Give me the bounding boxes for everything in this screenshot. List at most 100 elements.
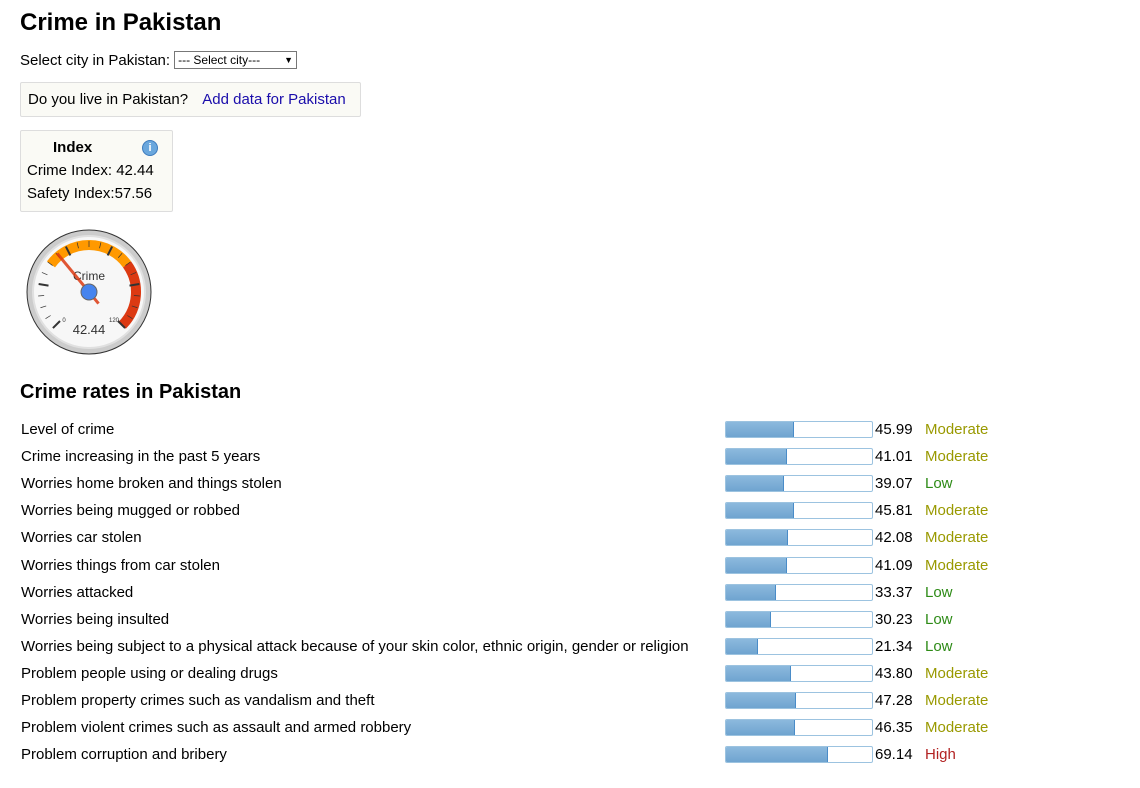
rate-label: Worries home broken and things stolen	[20, 470, 725, 497]
rate-level: Low	[925, 579, 988, 606]
table-row: Problem corruption and bribery 69.14 Hig…	[20, 741, 988, 768]
rate-level: Low	[925, 606, 988, 633]
rate-bar-fill	[726, 530, 788, 545]
crime-index-label: Crime Index:	[27, 162, 112, 179]
rate-value: 42.08	[873, 524, 925, 551]
rate-label: Problem property crimes such as vandalis…	[20, 687, 725, 714]
rate-bar	[725, 475, 873, 492]
rate-label: Crime increasing in the past 5 years	[20, 443, 725, 470]
rate-bar	[725, 502, 873, 519]
rate-value: 47.28	[873, 687, 925, 714]
rate-bar-fill	[726, 476, 784, 491]
rate-bar	[725, 557, 873, 574]
crime-index-value: 42.44	[116, 162, 154, 179]
table-row: Crime increasing in the past 5 years 41.…	[20, 443, 988, 470]
rate-value: 45.99	[873, 416, 925, 443]
add-data-link[interactable]: Add data for Pakistan	[202, 91, 345, 108]
table-row: Worries home broken and things stolen 39…	[20, 470, 988, 497]
city-select-label: Select city in Pakistan:	[20, 52, 170, 69]
city-select-value: --- Select city---	[178, 53, 260, 67]
rate-value: 21.34	[873, 633, 925, 660]
rate-bar	[725, 529, 873, 546]
rate-label: Worries being insulted	[20, 606, 725, 633]
table-row: Worries attacked 33.37 Low	[20, 579, 988, 606]
rate-level: High	[925, 741, 988, 768]
rate-bar-fill	[726, 666, 791, 681]
rate-value: 41.01	[873, 443, 925, 470]
rate-bar-fill	[726, 585, 776, 600]
rate-level: Moderate	[925, 416, 988, 443]
live-question: Do you live in Pakistan?	[28, 91, 188, 108]
table-row: Worries being insulted 30.23 Low	[20, 606, 988, 633]
rate-value: 33.37	[873, 579, 925, 606]
add-data-box: Do you live in Pakistan? Add data for Pa…	[20, 82, 361, 117]
index-heading: Index	[53, 136, 133, 159]
rate-label: Worries attacked	[20, 579, 725, 606]
table-row: Worries being mugged or robbed 45.81 Mod…	[20, 497, 988, 524]
rate-bar	[725, 421, 873, 438]
table-row: Worries things from car stolen 41.09 Mod…	[20, 551, 988, 578]
rate-bar-fill	[726, 503, 794, 518]
table-row: Level of crime 45.99 Moderate	[20, 416, 988, 443]
rate-level: Moderate	[925, 443, 988, 470]
rate-bar	[725, 665, 873, 682]
rate-label: Problem violent crimes such as assault a…	[20, 714, 725, 741]
rate-value: 45.81	[873, 497, 925, 524]
rate-bar	[725, 692, 873, 709]
rate-bar	[725, 719, 873, 736]
rate-level: Moderate	[925, 687, 988, 714]
rate-level: Moderate	[925, 551, 988, 578]
rate-label: Worries car stolen	[20, 524, 725, 551]
rate-label: Level of crime	[20, 416, 725, 443]
crime-rates-heading: Crime rates in Pakistan	[20, 381, 1120, 404]
rate-value: 30.23	[873, 606, 925, 633]
rate-level: Moderate	[925, 497, 988, 524]
rate-label: Worries being subject to a physical atta…	[20, 633, 725, 660]
rate-value: 41.09	[873, 551, 925, 578]
rate-bar-fill	[726, 720, 795, 735]
gauge-hub	[81, 284, 97, 300]
rate-level: Moderate	[925, 524, 988, 551]
rate-value: 46.35	[873, 714, 925, 741]
rate-bar-fill	[726, 558, 787, 573]
rate-label: Problem people using or dealing drugs	[20, 660, 725, 687]
rate-bar-fill	[726, 693, 796, 708]
safety-index-value: 57.56	[115, 185, 153, 202]
rate-bar-fill	[726, 449, 787, 464]
rate-level: Moderate	[925, 714, 988, 741]
gauge-label: Crime	[73, 269, 105, 283]
city-select[interactable]: --- Select city--- ▼	[174, 51, 297, 69]
rate-bar-fill	[726, 422, 794, 437]
table-row: Worries being subject to a physical atta…	[20, 633, 988, 660]
info-icon[interactable]: i	[142, 140, 158, 156]
rate-label: Problem corruption and bribery	[20, 741, 725, 768]
rate-bar	[725, 746, 873, 763]
rate-label: Worries things from car stolen	[20, 551, 725, 578]
rate-value: 43.80	[873, 660, 925, 687]
safety-index-label: Safety Index:	[27, 185, 115, 202]
table-row: Problem violent crimes such as assault a…	[20, 714, 988, 741]
gauge-max-label: 120	[109, 318, 120, 324]
rate-level: Low	[925, 470, 988, 497]
rate-bar	[725, 448, 873, 465]
rate-label: Worries being mugged or robbed	[20, 497, 725, 524]
rate-bar-fill	[726, 639, 758, 654]
rate-value: 39.07	[873, 470, 925, 497]
rate-bar	[725, 611, 873, 628]
chevron-down-icon: ▼	[284, 55, 293, 65]
table-row: Problem property crimes such as vandalis…	[20, 687, 988, 714]
rate-level: Low	[925, 633, 988, 660]
city-select-row: Select city in Pakistan: --- Select city…	[20, 51, 1120, 69]
table-row: Worries car stolen 42.08 Moderate	[20, 524, 988, 551]
rate-bar	[725, 584, 873, 601]
table-row: Problem people using or dealing drugs 43…	[20, 660, 988, 687]
rate-bar	[725, 638, 873, 655]
rate-value: 69.14	[873, 741, 925, 768]
gauge-value: 42.44	[73, 322, 106, 337]
rate-bar-fill	[726, 747, 828, 762]
page-title: Crime in Pakistan	[20, 9, 1120, 37]
rate-level: Moderate	[925, 660, 988, 687]
